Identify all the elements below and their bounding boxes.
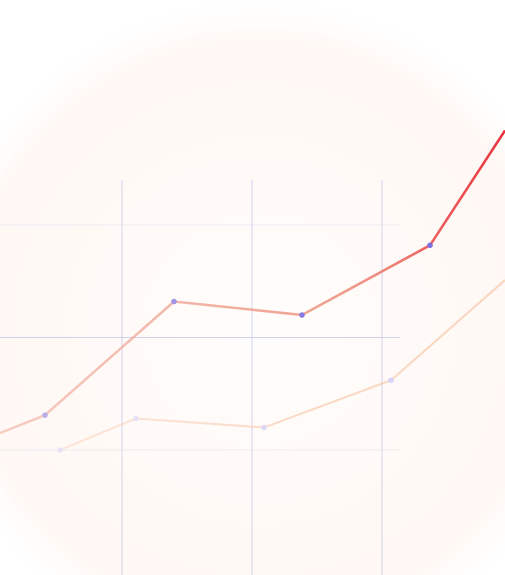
point xyxy=(133,415,139,422)
point xyxy=(42,412,48,418)
point xyxy=(57,447,63,453)
point xyxy=(427,242,433,249)
grid xyxy=(0,180,400,575)
point xyxy=(299,312,305,318)
point xyxy=(171,298,177,305)
line-highlight xyxy=(0,129,505,435)
series xyxy=(0,129,505,435)
series xyxy=(57,279,505,453)
point xyxy=(388,377,394,384)
point xyxy=(261,424,267,431)
lines xyxy=(0,129,505,453)
